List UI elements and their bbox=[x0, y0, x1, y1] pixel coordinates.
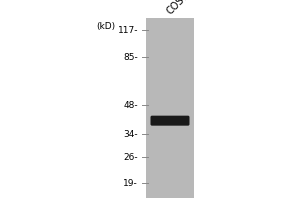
Text: 117-: 117- bbox=[118, 26, 138, 35]
Bar bbox=[146, 18, 194, 198]
Text: 19-: 19- bbox=[123, 179, 138, 188]
Text: 85-: 85- bbox=[123, 53, 138, 62]
Text: 34-: 34- bbox=[123, 130, 138, 139]
Text: 26-: 26- bbox=[123, 153, 138, 162]
FancyBboxPatch shape bbox=[151, 116, 190, 126]
Text: COS7: COS7 bbox=[165, 0, 191, 16]
Text: (kD): (kD) bbox=[96, 22, 115, 31]
Text: 48-: 48- bbox=[123, 101, 138, 110]
